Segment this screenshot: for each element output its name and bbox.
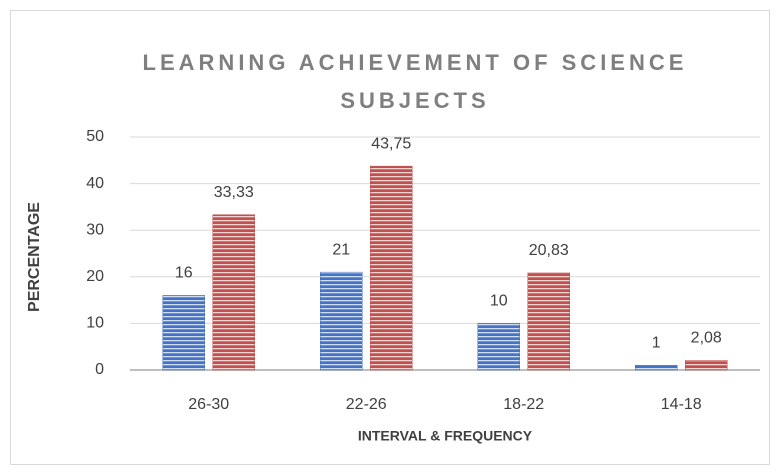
data-label: 10: [490, 293, 508, 310]
data-label: 2,08: [691, 330, 722, 347]
bar: [162, 295, 205, 371]
bar: [320, 271, 363, 371]
y-tick-label: 20: [86, 268, 104, 285]
bar: [370, 165, 413, 371]
bar: [212, 214, 255, 371]
x-tick-label: 22-26: [346, 396, 387, 413]
bar: [477, 323, 520, 371]
data-label: 1: [652, 335, 661, 352]
data-label: 21: [332, 241, 350, 258]
y-tick-label: 30: [86, 221, 104, 238]
x-tick-label: 14-18: [661, 396, 702, 413]
x-axis-label: INTERVAL & FREQUENCY: [358, 428, 533, 444]
bar: [527, 272, 570, 371]
x-tick-label: 26-30: [188, 396, 229, 413]
y-axis-label: PERCENTAGE: [26, 202, 43, 312]
bar: [635, 365, 678, 371]
data-label: 16: [175, 265, 193, 282]
x-tick-label: 18-22: [503, 396, 544, 413]
data-label: 20,83: [529, 242, 569, 259]
y-tick-label: 40: [86, 175, 104, 192]
y-tick-label: 0: [95, 361, 104, 378]
y-tick-label: 50: [86, 128, 104, 145]
chart-title: LEARNING ACHIEVEMENT OF SCIENCE SUBJECTS: [142, 50, 688, 113]
data-label: 43,75: [371, 135, 411, 152]
y-tick-label: 10: [86, 315, 104, 332]
bar: [685, 360, 728, 371]
data-label: 33,33: [214, 184, 254, 201]
